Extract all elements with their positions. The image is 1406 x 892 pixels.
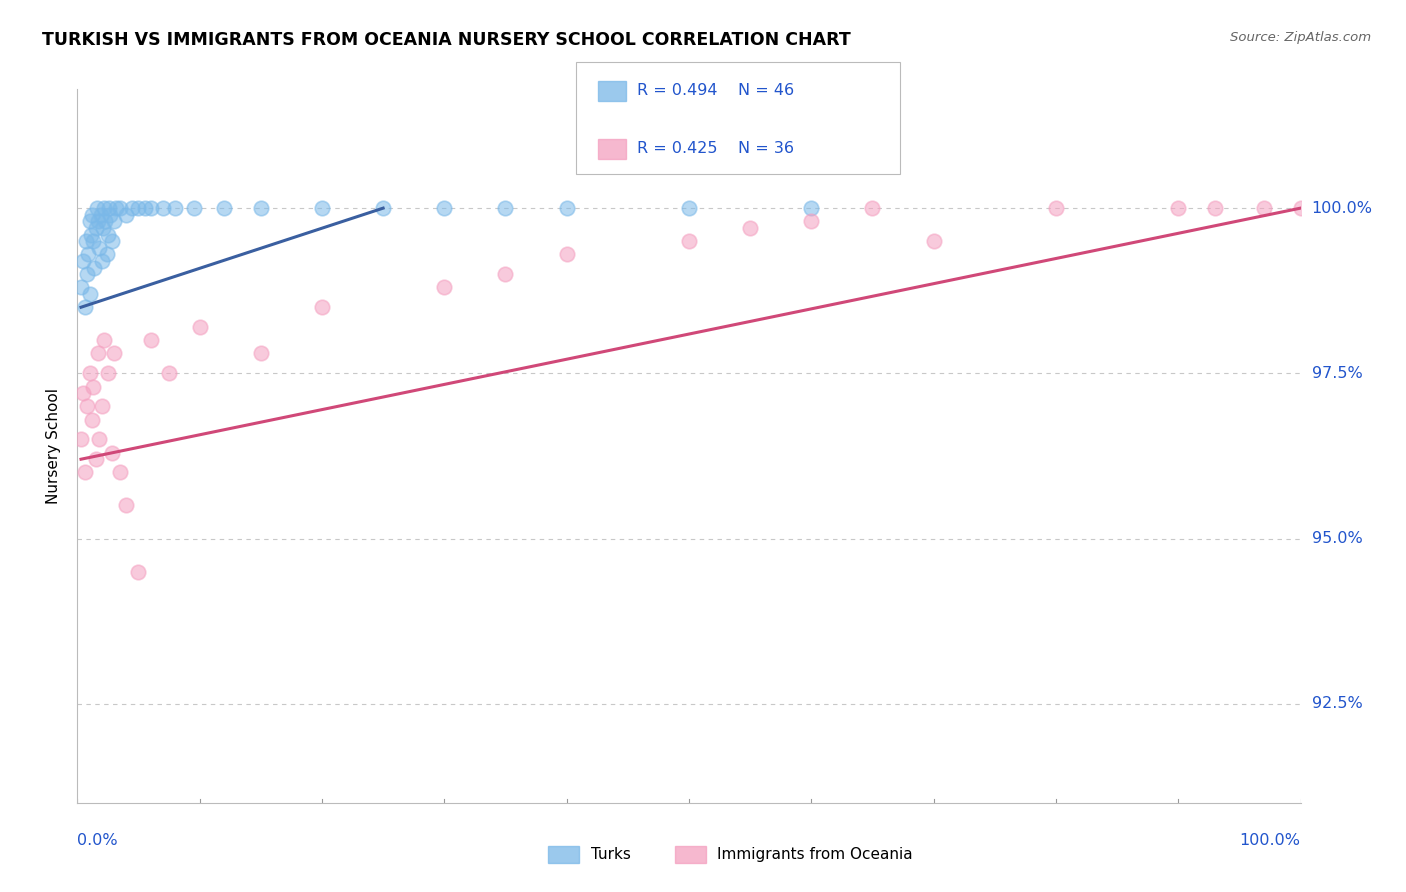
Point [1167,201,1189,215]
Text: Immigrants from Oceania: Immigrants from Oceania [717,847,912,862]
Point [79,214,101,228]
Point [89,433,111,447]
Y-axis label: Nursery School: Nursery School [45,388,60,504]
Point [139,201,162,215]
Point [97,367,120,381]
Point [371,201,394,215]
Point [250,346,273,360]
Point [1289,201,1312,215]
Point [678,234,700,248]
Point [70,433,93,447]
Point [108,466,131,480]
Point [555,247,578,261]
Point [152,201,174,215]
Point [96,247,118,261]
Point [76,400,98,414]
Point [165,201,187,215]
Point [98,201,121,215]
Point [555,201,578,215]
Point [86,201,108,215]
Text: 100.0%: 100.0% [1240,833,1301,848]
Point [105,201,128,215]
Point [134,201,156,215]
Point [80,412,103,426]
Point [250,201,273,215]
Point [1045,201,1067,215]
Point [740,221,762,235]
Point [72,386,94,401]
Point [79,287,101,301]
Point [433,201,456,215]
Point [115,208,138,222]
Point [433,280,456,294]
Text: R = 0.494    N = 46: R = 0.494 N = 46 [637,84,794,98]
Point [100,445,122,459]
Text: 100.0%: 100.0% [1312,201,1372,216]
Point [83,260,105,275]
Point [1253,201,1275,215]
Point [922,234,945,248]
Point [1204,201,1226,215]
Point [127,201,149,215]
Point [72,254,94,268]
Point [800,214,823,228]
Point [800,201,823,215]
Point [862,201,884,215]
Text: Source: ZipAtlas.com: Source: ZipAtlas.com [1230,31,1371,45]
Point [84,221,107,235]
Point [188,320,211,334]
Text: TURKISH VS IMMIGRANTS FROM OCEANIA NURSERY SCHOOL CORRELATION CHART: TURKISH VS IMMIGRANTS FROM OCEANIA NURSE… [42,31,851,49]
Point [76,267,98,281]
Point [212,201,235,215]
Point [77,247,100,261]
Point [97,227,120,242]
Text: 0.0%: 0.0% [77,833,118,848]
Point [82,379,104,393]
Point [183,201,205,215]
Point [82,234,104,248]
Point [311,300,333,314]
Point [93,333,115,347]
Text: Turks: Turks [591,847,630,862]
Point [139,333,162,347]
Point [87,346,110,360]
Point [73,466,96,480]
Point [90,254,112,268]
Point [678,201,700,215]
Point [75,234,97,248]
Point [94,214,117,228]
Text: 92.5%: 92.5% [1312,696,1362,711]
Point [121,201,143,215]
Point [108,201,131,215]
Point [157,367,180,381]
Point [90,400,112,414]
Point [80,227,103,242]
Point [87,214,110,228]
Point [495,267,517,281]
Point [100,234,122,248]
Point [103,214,125,228]
Point [127,565,149,579]
Text: 95.0%: 95.0% [1312,531,1362,546]
Point [79,367,101,381]
Point [98,208,121,222]
Point [495,201,517,215]
Point [115,499,138,513]
Point [89,241,111,255]
Text: R = 0.425    N = 36: R = 0.425 N = 36 [637,142,794,156]
Point [91,221,114,235]
Point [73,300,96,314]
Point [311,201,333,215]
Point [90,208,112,222]
Point [93,201,115,215]
Point [84,452,107,467]
Point [70,280,93,294]
Point [103,346,125,360]
Point [80,208,103,222]
Text: 97.5%: 97.5% [1312,366,1362,381]
